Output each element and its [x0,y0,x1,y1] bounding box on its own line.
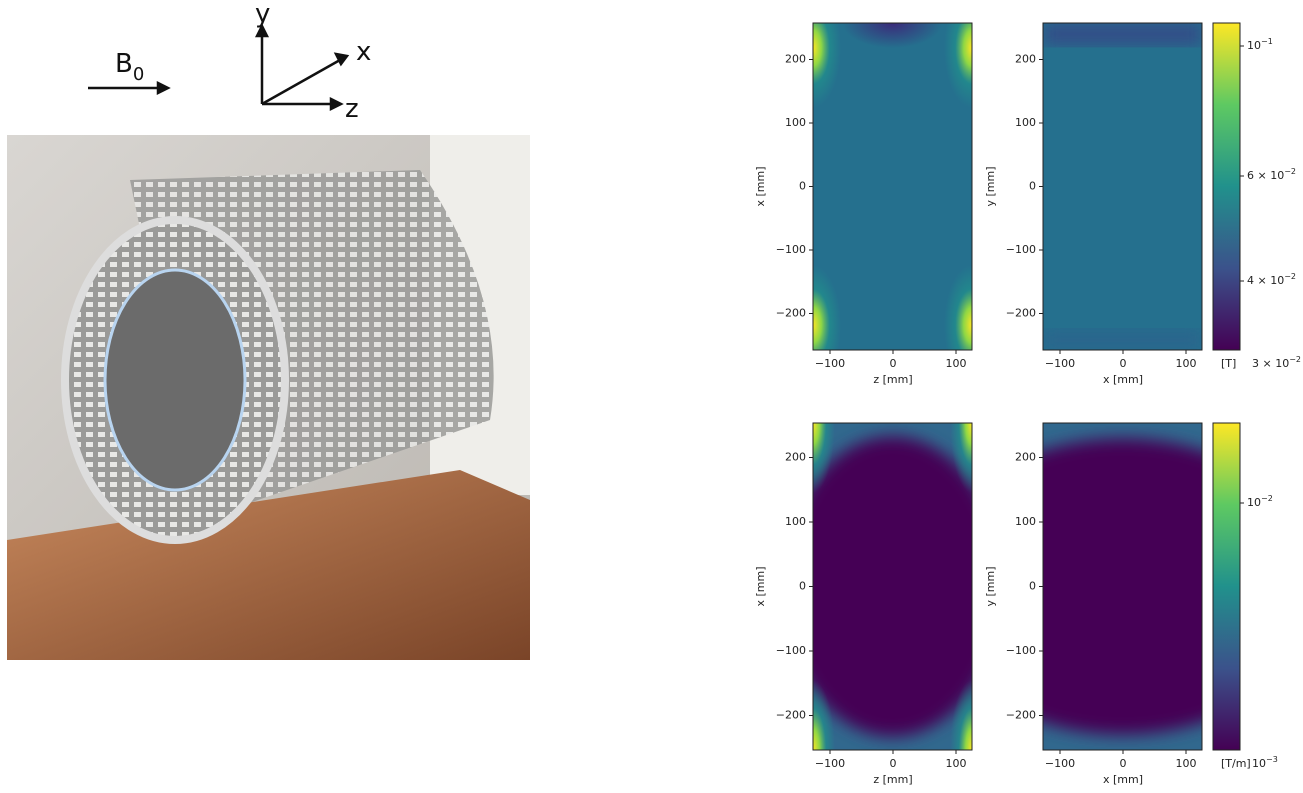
tick-base: 6 × 10 [1247,169,1284,182]
y-tick-label: 100 [1015,515,1036,528]
tick-exponent: −2 [1289,355,1301,364]
y-tick-label: 0 [1029,180,1036,193]
x-tick-label: 0 [1120,757,1127,770]
y-axis-label: x [mm] [754,566,767,606]
tick-exponent: −3 [1266,755,1278,764]
x-tick-label: 100 [946,357,967,370]
axis-x-label: x [356,37,371,67]
heatmap-shade [843,0,943,48]
y-tick-label: 100 [1015,116,1036,129]
x-tick-label: 0 [1120,357,1127,370]
x-tick-label: 100 [1176,757,1197,770]
heatmap-shade [1043,23,1202,45]
arrow [262,60,340,104]
x-tick-label: 0 [890,757,897,770]
x-tick-label: −100 [1045,357,1075,370]
colorbar-unit: [T/m] [1221,757,1251,770]
figure: B0 y x z 2001000−100−200−1000100z [mm]x … [0,0,1303,793]
colorbar-tick-label: 10−2 [1247,494,1273,510]
y-tick-label: −200 [1006,307,1036,320]
heatmap [1043,23,1202,350]
y-tick-label: −200 [776,709,806,722]
x-tick-label: 100 [946,757,967,770]
heatmap-core [923,439,1303,735]
colorbar [1213,423,1240,750]
x-tick-label: −100 [815,757,845,770]
x-tick-label: 0 [890,357,897,370]
y-axis-label: y [mm] [984,166,997,206]
y-tick-label: 200 [785,53,806,66]
tick-base: 3 × 10 [1252,357,1289,370]
photo [7,135,530,660]
tick-exponent: −2 [1284,272,1296,281]
y-tick-label: −100 [1006,243,1036,256]
axis-z-label: z [345,94,359,124]
y-axis-label: x [mm] [754,166,767,206]
x-axis-label: z [mm] [873,373,912,386]
tick-exponent: −2 [1284,167,1296,176]
tick-base: 4 × 10 [1247,274,1284,287]
field-label: B0 [115,49,144,85]
photo-bore [105,270,245,490]
colorbar-tick-label: 4 × 10−2 [1247,272,1296,288]
x-tick-label: 100 [1176,357,1197,370]
x-tick-label: −100 [815,357,845,370]
tick-base: 10 [1247,496,1261,509]
y-tick-label: 100 [785,116,806,129]
axis-y-label: y [255,0,270,29]
y-tick-label: 0 [1029,580,1036,593]
y-tick-label: 200 [1015,53,1036,66]
heatmap [923,423,1303,750]
x-axis-label: x [mm] [1103,773,1143,786]
colorbar-tick-label: 6 × 10−2 [1247,167,1296,183]
field-symbol: B [115,49,133,79]
tick-exponent: −2 [1261,494,1273,503]
tick-base: 10 [1247,39,1261,52]
colorbar-tick-label: 10−3 [1252,755,1278,771]
colorbar-tick-label: 10−1 [1247,37,1273,53]
colorbar [1213,23,1240,350]
tick-base: 10 [1252,757,1266,770]
heatmap [783,353,1003,793]
y-tick-label: 200 [1015,451,1036,464]
heatmap-shade [1043,330,1202,350]
heatmap [785,0,1000,385]
field-subscript: 0 [133,64,144,85]
y-tick-label: −100 [1006,644,1036,657]
colorbar-unit: [T] [1221,357,1236,370]
y-tick-label: 0 [799,180,806,193]
arrowhead [331,99,341,109]
colorbar-tick-label: 3 × 10−2 [1252,355,1301,371]
tick-exponent: −1 [1261,37,1273,46]
x-tick-label: −100 [1045,757,1075,770]
page: B0 y x z 2001000−100−200−1000100z [mm]x … [0,0,1303,793]
x-axis-label: x [mm] [1103,373,1143,386]
y-tick-label: −100 [776,243,806,256]
y-tick-label: 0 [799,580,806,593]
y-tick-label: −200 [776,307,806,320]
y-tick-label: 100 [785,515,806,528]
y-axis-label: y [mm] [984,566,997,606]
y-tick-label: −100 [776,644,806,657]
arrowhead [158,83,168,93]
heatmap-base [1043,23,1202,350]
y-tick-label: 200 [785,451,806,464]
y-tick-label: −200 [1006,709,1036,722]
x-axis-label: z [mm] [873,773,912,786]
